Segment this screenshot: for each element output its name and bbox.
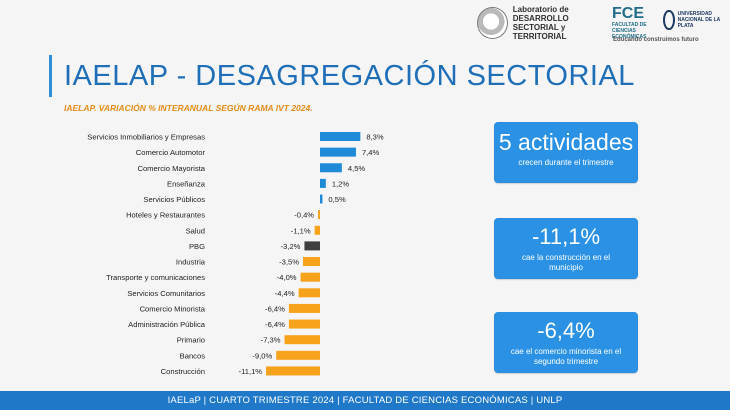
category-label: Enseñanza — [167, 179, 206, 188]
construction-card-value: -11,1% — [531, 224, 601, 249]
bar — [318, 210, 320, 220]
retail-card: -6,4% cae el comercio minorista en el se… — [494, 312, 638, 373]
data-label: -3,5% — [279, 258, 299, 267]
category-label: Transporte y comunicaciones — [106, 273, 205, 282]
bar — [276, 350, 320, 360]
bar — [302, 257, 320, 267]
bar — [320, 178, 326, 188]
data-label: 1,2% — [332, 179, 350, 188]
fce-name: FACULTAD DE CIENCIAS ECONÓMICAS — [612, 22, 647, 40]
header: Laboratorio de DESARROLLO SECTORIAL y TE… — [0, 0, 730, 50]
chart-svg: Servicios Inmobiliarios y Empresas 8,3% Co… — [87, 132, 384, 376]
category-label: Primario — [177, 336, 205, 345]
data-label: -6,4% — [265, 320, 285, 329]
unlp-logo: UNIVERSIDAD NACIONAL DE LA PLATA — [663, 6, 723, 34]
data-label: 8,3% — [366, 133, 384, 142]
category-label: Salud — [186, 226, 205, 235]
construction-card-text: cae la construcción en el municipio — [521, 253, 611, 272]
category-label: Hoteles y Restaurantes — [126, 211, 205, 220]
data-label: -9,0% — [252, 351, 272, 360]
category-label: Construcción — [161, 367, 205, 376]
category-label: Servicios Públicos — [143, 195, 205, 204]
category-label: Comercio Automotor — [136, 148, 206, 157]
lab-name: Laboratorio de DESARROLLO SECTORIAL y TE… — [512, 5, 569, 41]
category-label: Servicios Inmobiliarios y Empresas — [87, 133, 205, 142]
category-label: Administración Pública — [128, 320, 206, 329]
unlp-name: UNIVERSIDAD NACIONAL DE LA PLATA — [677, 11, 721, 29]
bar — [314, 225, 320, 235]
data-label: -3,2% — [281, 242, 301, 251]
data-label: -1,1% — [291, 226, 311, 235]
data-label: 7,4% — [362, 148, 380, 157]
construction-card: -11,1% cae la construcción en el municip… — [494, 218, 638, 279]
fce-logo: FCE FACULTAD DE CIENCIAS ECONÓMICAS — [612, 5, 662, 41]
bar — [320, 147, 356, 157]
lab-logo: Laboratorio de DESARROLLO SECTORIAL y TE… — [477, 5, 597, 41]
sector-bar-chart: Servicios Inmobiliarios y Empresas 8,3% Co… — [35, 115, 455, 380]
category-label: Comercio Mayorista — [137, 164, 205, 173]
bar — [304, 241, 320, 251]
bar — [320, 194, 323, 204]
lab-emblem-icon — [477, 7, 508, 39]
page-title: IAELAP - DESAGREGACIÓN SECTORIAL — [64, 60, 635, 92]
category-label: PBG — [189, 242, 205, 251]
unlp-seal-icon — [663, 10, 675, 30]
fce-mark: FCE — [612, 5, 644, 22]
data-label: -7,3% — [261, 336, 281, 345]
bar — [288, 303, 320, 313]
chart-subtitle: IAELAP. VARIACIÓN % INTERANUAL SEGÚN RAM… — [64, 103, 313, 113]
category-label: Bancos — [180, 351, 206, 360]
bar — [320, 132, 361, 141]
activities-card-value: 5 actividades — [498, 129, 634, 155]
category-label: Industria — [176, 258, 206, 267]
data-label: -4,4% — [275, 289, 295, 298]
data-label: 0,5% — [328, 195, 346, 204]
data-label: 4,5% — [348, 164, 366, 173]
data-label: -11,1% — [239, 367, 263, 376]
footer: IAELaP | CUARTO TRIMESTRE 2024 | FACULTA… — [0, 391, 730, 410]
data-label: -6,4% — [265, 304, 285, 313]
retail-card-value: -6,4% — [537, 318, 595, 343]
category-label: Servicios Comunitarios — [127, 289, 205, 298]
activities-card-text: crecen durante el trimestre — [518, 158, 614, 167]
title-accent-line — [49, 55, 52, 97]
bar — [300, 272, 320, 282]
category-label: Comercio Minorista — [140, 304, 206, 313]
retail-card-text: cae el comercio minorista en el segundo … — [510, 347, 622, 366]
bar — [284, 335, 320, 345]
motto: Educando construimos futuro — [613, 37, 699, 43]
bar — [288, 319, 320, 329]
bar — [320, 163, 342, 173]
bar — [298, 288, 320, 298]
activities-card: 5 actividades crecen durante el trimestr… — [494, 122, 638, 183]
bar — [266, 366, 320, 376]
data-label: -4,0% — [277, 273, 297, 282]
data-label: -0,4% — [294, 211, 314, 220]
